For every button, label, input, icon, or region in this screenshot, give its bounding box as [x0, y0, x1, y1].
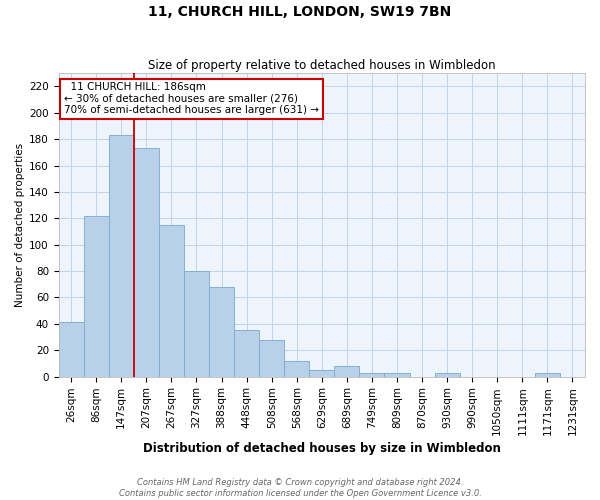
Bar [434, 372, 460, 376]
Bar [134, 148, 159, 376]
Bar [334, 366, 359, 376]
Text: 11, CHURCH HILL, LONDON, SW19 7BN: 11, CHURCH HILL, LONDON, SW19 7BN [148, 5, 452, 19]
Bar [284, 361, 309, 376]
Text: 11 CHURCH HILL: 186sqm  
← 30% of detached houses are smaller (276)
70% of semi-: 11 CHURCH HILL: 186sqm ← 30% of detached… [64, 82, 319, 116]
Bar [359, 372, 385, 376]
Bar [184, 271, 209, 376]
Bar [109, 135, 134, 376]
Bar [535, 372, 560, 376]
Bar [159, 225, 184, 376]
Title: Size of property relative to detached houses in Wimbledon: Size of property relative to detached ho… [148, 59, 496, 72]
Bar [309, 370, 334, 376]
Bar [259, 340, 284, 376]
Bar [385, 372, 410, 376]
Bar [84, 216, 109, 376]
Bar [209, 287, 234, 376]
X-axis label: Distribution of detached houses by size in Wimbledon: Distribution of detached houses by size … [143, 442, 501, 455]
Text: Contains HM Land Registry data © Crown copyright and database right 2024.
Contai: Contains HM Land Registry data © Crown c… [119, 478, 481, 498]
Bar [234, 330, 259, 376]
Bar [59, 322, 84, 376]
Y-axis label: Number of detached properties: Number of detached properties [15, 143, 25, 307]
